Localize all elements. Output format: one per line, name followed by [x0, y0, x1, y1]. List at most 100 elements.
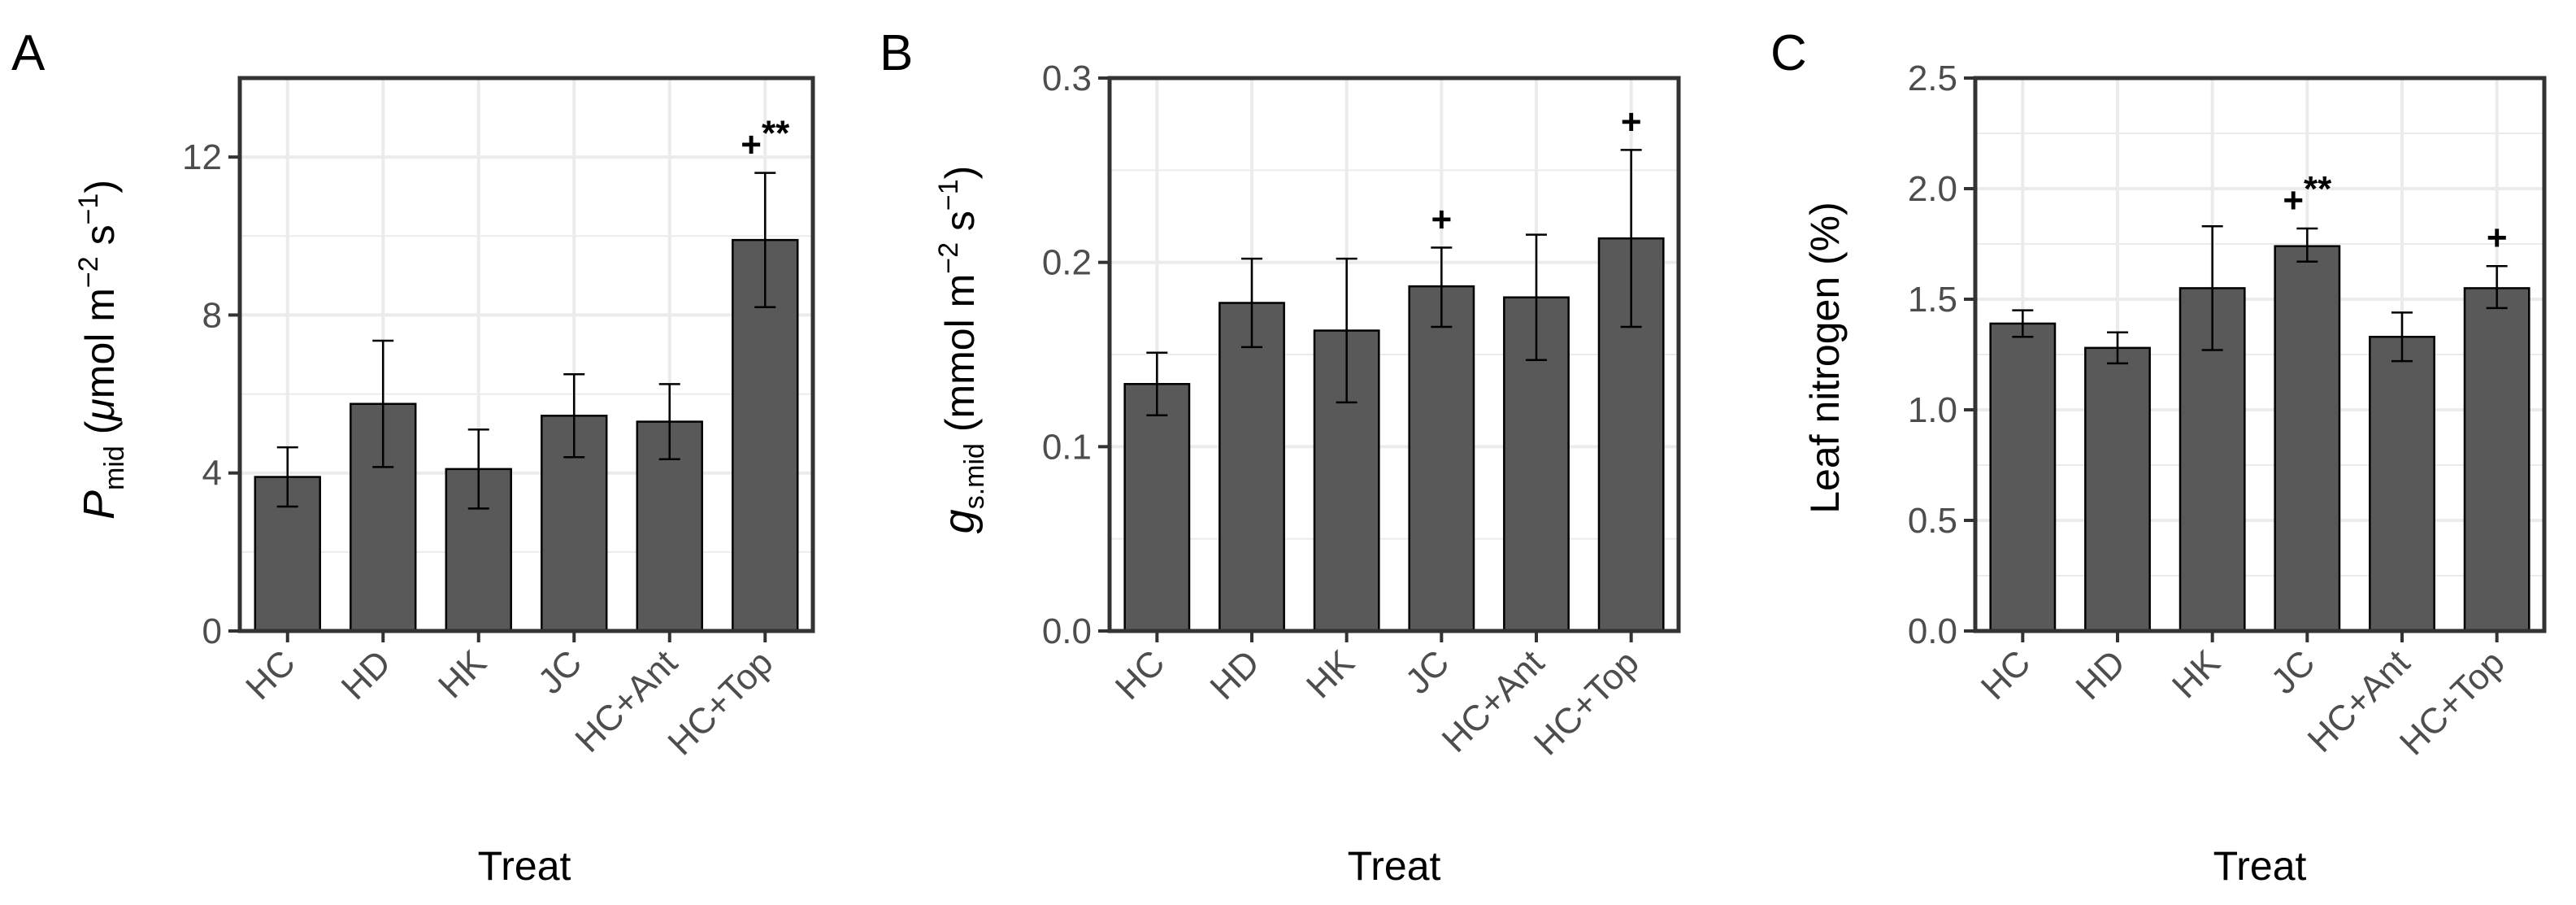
panel-a-ytick-label: 12 [182, 137, 222, 177]
panel-a-xtick-label: HC+Top [660, 642, 780, 763]
panel-b-letter: B [880, 25, 913, 81]
panel-c-ytick-label: 1.5 [1908, 280, 1957, 320]
panel-b-ylabel-close: ) [937, 166, 983, 180]
panel-a-ylabel-sup2: −1 [73, 194, 104, 225]
panel-b-ylabel-main: g [935, 509, 984, 533]
panel-c-errorbar-0 [2012, 309, 2034, 338]
panel-c-bar-4 [2369, 335, 2435, 633]
panel-a-ylabel-mu: μ [77, 398, 123, 422]
panel-c-ylabel: Leaf nitrogen (%) [1802, 202, 1848, 514]
panel-c-ytick-label: 1.0 [1908, 390, 1957, 430]
panel-a-errorbar-0 [276, 446, 298, 508]
panel-c-plot: +**+0.00.51.01.52.02.5HC HD HK JCHC+AntHC+T… [1908, 59, 2547, 763]
panel-b-xlabel: Treat [1348, 843, 1441, 889]
panel-b: B gs.mid (mmol m−2 s−1) Treat [880, 25, 1441, 889]
panel-c-errorbar-4 [2391, 311, 2413, 363]
panel-a-ylabel-open: ( [77, 420, 123, 434]
panel-b-errorbar-4 [1526, 233, 1547, 362]
panel-b-ytick-label: 0.2 [1042, 243, 1092, 283]
panel-b-xtick-label: HK [1299, 642, 1362, 706]
panel-a-errorbar-3 [563, 373, 585, 459]
panel-b-annotation-5: + [1621, 102, 1642, 141]
panel-a-ytick-label: 8 [202, 295, 222, 335]
panel-a-errorbar-5 [754, 172, 776, 308]
panel-b-xtick-label: HD [1202, 642, 1267, 707]
panel-b-ylabel-s: s [937, 211, 983, 242]
panel-c: C Leaf nitrogen (%) Treat [1770, 25, 2307, 889]
panel-c-errorbar-2 [2201, 224, 2223, 351]
panel-b-frame [1107, 76, 1681, 633]
panel-b-xtick-label: JC [1398, 642, 1457, 702]
panel-c-ytick-label: 0.5 [1908, 501, 1957, 541]
panel-b-bar-1 [1218, 302, 1285, 633]
panel-a-xtick-label: HD [334, 642, 399, 707]
panel-c-xtick-label: HK [2165, 642, 2228, 706]
panel-c-bar-5 [2463, 287, 2530, 633]
panel-b-bar-0 [1123, 383, 1191, 633]
panel-a-errorbar-4 [658, 383, 680, 460]
panel-b-errorbar-2 [1336, 257, 1358, 404]
panel-c-errorbar-3 [2296, 227, 2318, 263]
panel-a-ylabel-main: P [75, 490, 124, 520]
panel-a-ytick-label: 4 [202, 454, 222, 494]
panel-a-ylabel: Pmid (μmol m−2 s−1) [73, 180, 130, 520]
panel-b-ytick-label: 0.3 [1042, 59, 1092, 98]
panel-c-bar-0 [1989, 322, 2057, 633]
panel-a-annotation-5: +** [741, 114, 790, 165]
panel-a-ylabel-s: s [77, 224, 123, 256]
panel-c-letter: C [1770, 25, 1807, 81]
panel-a-errorbar-2 [467, 429, 489, 510]
panel-b-errorbar-3 [1431, 246, 1453, 328]
svg-text:Pmid (μmol m−2 s−1): Pmid (μmol m−2 s−1) [73, 180, 130, 520]
panel-a-ylabel-unit: mol m [77, 288, 123, 398]
panel-c-errorbar-1 [2107, 331, 2128, 365]
panel-a-ylabel-sub: mid [99, 446, 130, 490]
svg-text:gs.mid (mmol m−2 s−1): gs.mid (mmol m−2 s−1) [933, 166, 990, 534]
panel-a-ytick-label: 0 [202, 611, 222, 651]
panel-c-ytick-label: 2.0 [1908, 169, 1957, 209]
panel-b-ytick-label: 0.1 [1042, 427, 1092, 467]
panel-b-annotation-3: + [1431, 200, 1452, 240]
panel-a: A Pmid (μmol m−2 s−1) Treat [11, 25, 571, 889]
panel-b-errorbar-1 [1241, 257, 1262, 349]
panel-b-errorbar-0 [1146, 351, 1168, 417]
panel-c-annotation-5: + [2487, 218, 2508, 258]
panel-b-ylabel-sup2: −1 [933, 179, 964, 211]
panel-c-bar-3 [2274, 245, 2341, 633]
panel-b-ylabel-sup1: −2 [933, 242, 964, 274]
panel-a-ylabel-sup1: −2 [73, 256, 104, 288]
panel-c-xtick-label: JC [2264, 642, 2323, 702]
panel-b-xtick-label: HC+Top [1527, 642, 1647, 763]
panel-b-ylabel-unit: (mmol m [937, 274, 983, 432]
panel-b-ytick-label: 0.0 [1042, 611, 1092, 651]
panel-c-frame [1973, 76, 2547, 633]
panel-c-ytick-label: 0.0 [1908, 611, 1957, 651]
panel-c-bar-1 [2084, 346, 2151, 633]
panel-a-errorbar-1 [372, 339, 394, 468]
panel-c-xtick-label: HC+Top [2392, 642, 2513, 763]
panel-c-annotation-3: +** [2283, 169, 2332, 220]
panel-a-plot-area [240, 78, 813, 631]
panel-b-ylabel: gs.mid (mmol m−2 s−1) [933, 166, 990, 534]
panel-b-ylabel-sub: s.mid [959, 443, 990, 509]
panel-c-errorbar-5 [2486, 264, 2508, 310]
panel-a-xtick-label: JC [531, 642, 590, 702]
panel-c-xtick-label: HC [1974, 642, 2039, 707]
panel-c-xtick-label: HD [2068, 642, 2133, 707]
panel-c-ylabel-text: Leaf nitrogen (%) [1802, 202, 1848, 514]
panel-a-xtick-label: HC [238, 642, 303, 707]
panel-a-ylabel-close: ) [77, 180, 123, 194]
panel-c-ytick-label: 2.5 [1908, 59, 1957, 98]
panel-a-xlabel: Treat [478, 843, 571, 889]
panel-b-errorbar-5 [1620, 149, 1642, 328]
panel-c-xlabel: Treat [2213, 843, 2307, 889]
panel-b-bar-3 [1408, 285, 1475, 633]
panel-a-letter: A [11, 25, 46, 81]
panel-a-xtick-label: HK [431, 642, 494, 706]
panel-b-xtick-label: HC [1108, 642, 1173, 707]
panel-a-frame [237, 76, 815, 633]
